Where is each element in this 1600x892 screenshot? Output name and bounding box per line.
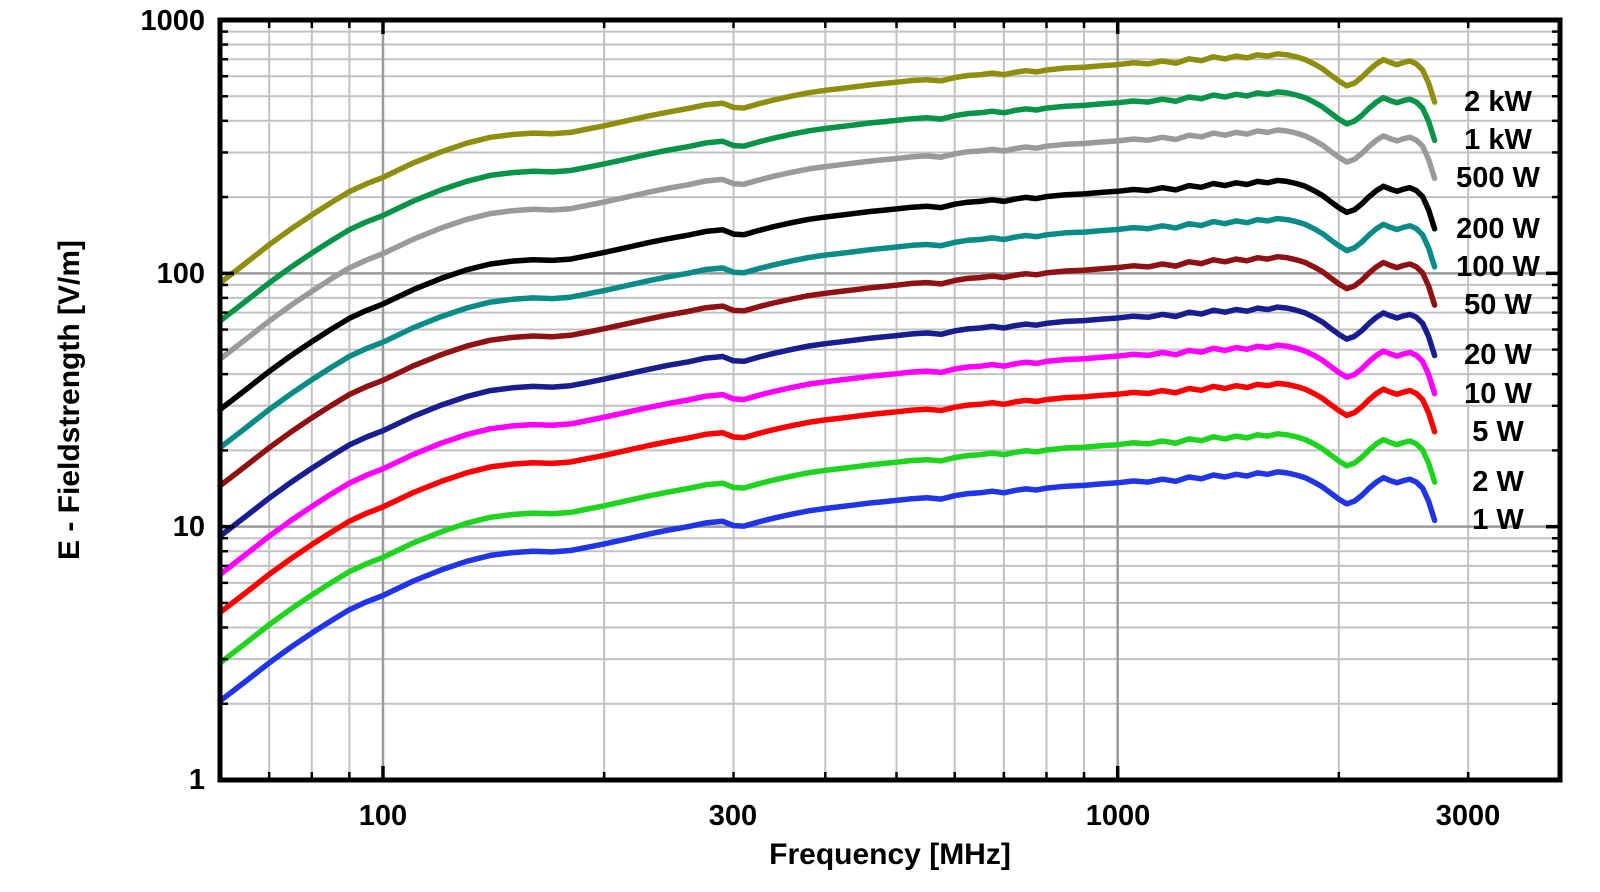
- curve-20-w: [217, 304, 1438, 539]
- x-tick-3000: 3000: [1435, 800, 1501, 832]
- y-tick-1000: 1000: [140, 5, 205, 37]
- curve-10-w: [217, 342, 1438, 578]
- curve-5-w: [217, 380, 1438, 616]
- legend-label-200-w: 200 W: [1456, 213, 1540, 245]
- x-axis-title: Frequency [MHz]: [769, 838, 1011, 871]
- legend-label-20-w: 20 W: [1464, 339, 1532, 371]
- plot-frame: [217, 17, 1563, 783]
- curve-500-w: [217, 127, 1438, 362]
- gridlines: [220, 20, 1560, 780]
- y-tick-1: 1: [188, 764, 205, 796]
- y-tick-100: 100: [156, 258, 205, 290]
- curves: [217, 51, 1438, 704]
- x-tick-100: 100: [358, 800, 408, 832]
- curve-200-w: [217, 177, 1438, 413]
- legend-label-2-w: 2 W: [1472, 466, 1524, 498]
- y-axis-title: E - Fieldstrength [V/m]: [53, 239, 86, 561]
- curve-1-w: [217, 469, 1438, 704]
- legend-label-100-w: 100 W: [1456, 251, 1540, 283]
- curve-2-w: [217, 431, 1438, 666]
- y-tick-10: 10: [172, 511, 205, 543]
- legend-label-5-w: 5 W: [1472, 416, 1524, 448]
- curve-2-kw: [217, 51, 1438, 286]
- curve-50-w: [217, 253, 1438, 489]
- legend-label-1-kw: 1 kW: [1464, 124, 1532, 156]
- legend-label-500-w: 500 W: [1456, 162, 1540, 194]
- legend-label-10-w: 10 W: [1464, 378, 1532, 410]
- x-tick-1000: 1000: [1085, 800, 1151, 832]
- legend-label-1-w: 1 W: [1472, 504, 1524, 536]
- tick-marks: [220, 20, 1560, 780]
- legend-label-50-w: 50 W: [1464, 289, 1532, 321]
- legend-label-2-kw: 2 kW: [1464, 86, 1532, 118]
- x-tick-300: 300: [708, 800, 758, 832]
- curve-100-w: [217, 215, 1438, 451]
- curve-1-kw: [217, 89, 1438, 324]
